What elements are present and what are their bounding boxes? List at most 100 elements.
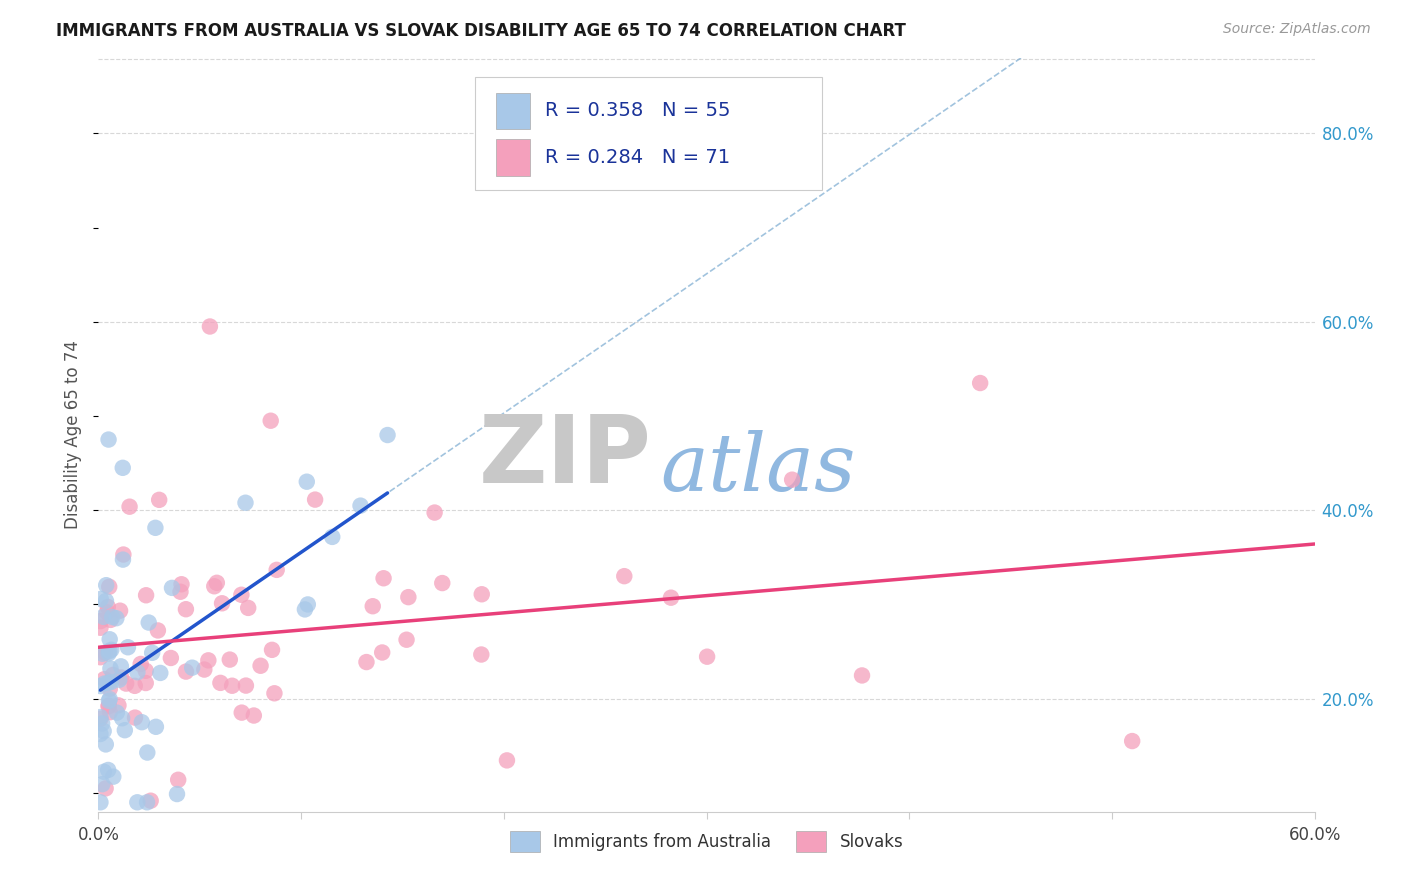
Point — [93, 610, 115, 624]
Point — [160, 581, 183, 595]
Point — [138, 615, 160, 630]
Point — [349, 499, 371, 513]
Point — [93, 764, 115, 779]
Point — [97, 763, 120, 777]
Point — [101, 668, 124, 682]
Point — [136, 795, 159, 809]
Point — [321, 530, 343, 544]
Point — [149, 665, 172, 680]
Point — [235, 679, 257, 693]
Point — [432, 576, 454, 591]
Point — [91, 716, 114, 731]
Point — [174, 665, 197, 679]
Point — [127, 795, 149, 809]
Point — [659, 591, 682, 605]
Y-axis label: Disability Age 65 to 74: Disability Age 65 to 74 — [65, 341, 83, 529]
Point — [97, 699, 120, 714]
Text: R = 0.284   N = 71: R = 0.284 N = 71 — [544, 148, 730, 167]
Point — [356, 655, 378, 669]
Point — [471, 587, 494, 601]
Point — [423, 506, 446, 520]
Point — [696, 649, 718, 664]
Point — [127, 665, 149, 680]
Point — [124, 710, 146, 724]
Point — [243, 708, 266, 723]
Point — [93, 672, 115, 686]
Point — [197, 653, 219, 667]
Point — [97, 433, 120, 447]
Point — [146, 624, 169, 638]
Point — [108, 604, 131, 618]
Point — [470, 648, 492, 662]
Point — [131, 715, 153, 730]
FancyBboxPatch shape — [475, 77, 823, 190]
Point — [89, 650, 111, 665]
Point — [103, 770, 125, 784]
Point — [117, 640, 139, 655]
Point — [89, 712, 111, 726]
Point — [93, 676, 115, 690]
Point — [263, 686, 285, 700]
Point — [129, 657, 152, 671]
Point — [97, 676, 120, 690]
Point — [135, 664, 157, 678]
Point — [89, 614, 111, 628]
Point — [118, 500, 141, 514]
Point — [111, 460, 134, 475]
Point — [371, 645, 394, 659]
Point — [361, 599, 384, 614]
Point — [266, 563, 288, 577]
Point — [97, 646, 120, 660]
Point — [377, 428, 399, 442]
Point — [218, 652, 240, 666]
Point — [198, 319, 221, 334]
Point — [260, 643, 283, 657]
Point — [209, 676, 232, 690]
Point — [89, 621, 111, 635]
Point — [211, 596, 233, 610]
Point — [100, 661, 122, 675]
Text: atlas: atlas — [661, 430, 856, 508]
Text: R = 0.358   N = 55: R = 0.358 N = 55 — [544, 101, 730, 120]
Point — [98, 632, 121, 647]
Point — [395, 632, 418, 647]
Point — [170, 577, 193, 591]
Point — [249, 658, 271, 673]
Point — [110, 659, 132, 673]
Point — [91, 777, 114, 791]
Point — [139, 794, 162, 808]
Point — [97, 698, 120, 713]
Point — [174, 602, 197, 616]
Point — [100, 642, 122, 657]
Point — [231, 588, 253, 602]
Point — [238, 601, 260, 615]
Point — [98, 705, 121, 719]
Point — [97, 694, 120, 708]
Point — [145, 521, 167, 535]
Point — [496, 753, 519, 767]
Point — [136, 746, 159, 760]
Point — [124, 679, 146, 693]
Point — [613, 569, 636, 583]
FancyBboxPatch shape — [496, 139, 530, 176]
Point — [969, 376, 991, 390]
Point — [91, 647, 114, 661]
Legend: Immigrants from Australia, Slovaks: Immigrants from Australia, Slovaks — [502, 823, 911, 860]
Point — [94, 781, 117, 796]
Point — [141, 646, 163, 660]
Text: Source: ZipAtlas.com: Source: ZipAtlas.com — [1223, 22, 1371, 37]
Point — [294, 602, 316, 616]
Point — [97, 599, 120, 614]
Point — [231, 706, 253, 720]
Point — [181, 661, 204, 675]
FancyBboxPatch shape — [496, 93, 530, 128]
Point — [89, 710, 111, 724]
Point — [111, 552, 134, 566]
Point — [105, 706, 128, 720]
Point — [110, 670, 132, 684]
Point — [851, 668, 873, 682]
Point — [89, 795, 111, 809]
Point — [396, 590, 419, 604]
Point — [107, 698, 129, 713]
Point — [1121, 734, 1143, 748]
